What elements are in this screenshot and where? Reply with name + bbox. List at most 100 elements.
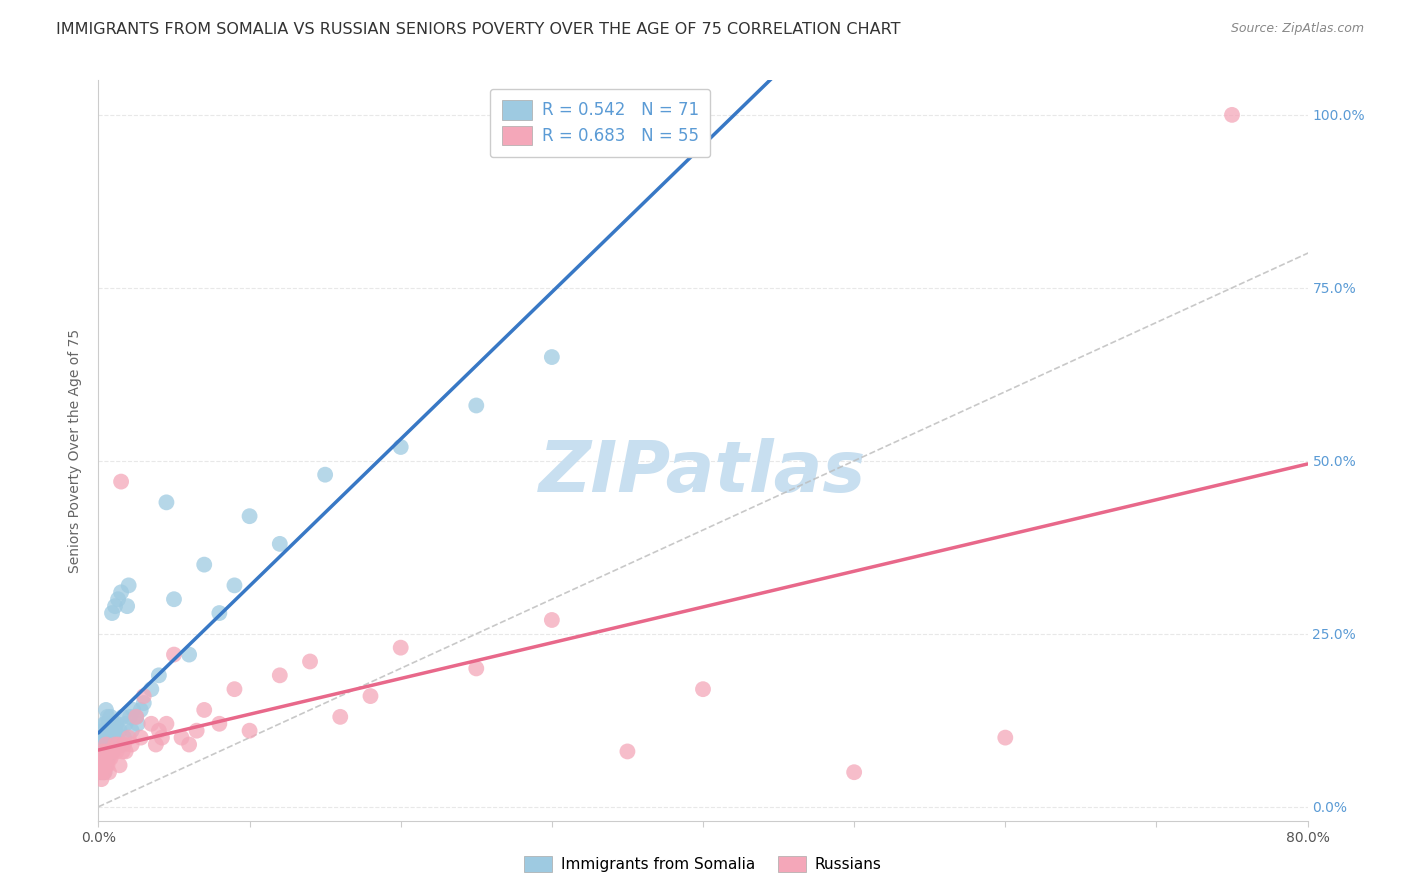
Point xyxy=(91,723,114,738)
Point xyxy=(108,758,131,772)
Point xyxy=(148,668,170,682)
Point xyxy=(208,716,231,731)
Point xyxy=(96,744,118,758)
Point xyxy=(91,765,114,780)
Point xyxy=(269,668,291,682)
Point xyxy=(115,599,138,614)
Point xyxy=(125,710,148,724)
Point xyxy=(314,467,336,482)
Point xyxy=(94,731,117,745)
Point xyxy=(107,592,129,607)
Point xyxy=(105,731,128,745)
Point xyxy=(114,744,136,758)
Point xyxy=(129,703,152,717)
Point xyxy=(540,613,562,627)
Point xyxy=(104,723,127,738)
Point xyxy=(96,758,118,772)
Point xyxy=(89,751,111,765)
Point xyxy=(239,509,262,524)
Point xyxy=(465,399,488,413)
Point xyxy=(114,716,136,731)
Point xyxy=(98,744,121,758)
Point xyxy=(125,710,148,724)
Point xyxy=(101,744,124,758)
Point xyxy=(93,751,115,765)
Point xyxy=(101,606,124,620)
Point xyxy=(93,758,115,772)
Point xyxy=(389,640,412,655)
Point xyxy=(90,758,112,772)
Point xyxy=(155,716,177,731)
Y-axis label: Seniors Poverty Over the Age of 75: Seniors Poverty Over the Age of 75 xyxy=(69,328,83,573)
Point xyxy=(150,731,173,745)
Point xyxy=(91,738,114,752)
Point xyxy=(122,703,145,717)
Point xyxy=(329,710,352,724)
Point xyxy=(163,592,186,607)
Point xyxy=(91,765,114,780)
Legend: R = 0.542   N = 71, R = 0.683   N = 55: R = 0.542 N = 71, R = 0.683 N = 55 xyxy=(491,88,710,157)
Point xyxy=(91,744,114,758)
Point xyxy=(110,585,132,599)
Text: Source: ZipAtlas.com: Source: ZipAtlas.com xyxy=(1230,22,1364,36)
Point xyxy=(98,751,121,765)
Point xyxy=(186,723,208,738)
Point xyxy=(208,606,231,620)
Point xyxy=(112,731,135,745)
Point xyxy=(91,744,114,758)
Point xyxy=(118,578,141,592)
Point xyxy=(132,689,155,703)
Point xyxy=(844,765,866,780)
Point xyxy=(193,558,215,572)
Point xyxy=(141,716,163,731)
Point xyxy=(96,723,118,738)
Point xyxy=(89,758,111,772)
Point xyxy=(179,738,201,752)
Point xyxy=(111,744,134,758)
Legend: Immigrants from Somalia, Russians: Immigrants from Somalia, Russians xyxy=(516,848,890,880)
Point xyxy=(132,696,155,710)
Point xyxy=(93,765,115,780)
Point xyxy=(127,716,149,731)
Point xyxy=(93,744,115,758)
Point xyxy=(89,765,111,780)
Point xyxy=(100,738,122,752)
Point xyxy=(103,744,125,758)
Point xyxy=(193,703,215,717)
Point xyxy=(101,744,124,758)
Point xyxy=(540,350,562,364)
Point xyxy=(103,731,125,745)
Point xyxy=(104,599,127,614)
Point xyxy=(110,738,132,752)
Point xyxy=(269,537,291,551)
Point xyxy=(145,738,167,752)
Point xyxy=(94,716,117,731)
Point xyxy=(179,648,201,662)
Point xyxy=(93,731,115,745)
Point xyxy=(121,723,143,738)
Point xyxy=(120,710,142,724)
Point xyxy=(104,738,127,752)
Point xyxy=(299,655,322,669)
Point xyxy=(1220,108,1243,122)
Point xyxy=(107,738,129,752)
Point xyxy=(90,765,112,780)
Point xyxy=(389,440,412,454)
Point xyxy=(170,731,193,745)
Point xyxy=(90,772,112,786)
Point xyxy=(101,731,124,745)
Point xyxy=(129,731,152,745)
Point xyxy=(98,731,121,745)
Point xyxy=(692,682,714,697)
Point xyxy=(224,578,246,592)
Point xyxy=(155,495,177,509)
Point xyxy=(111,710,134,724)
Point xyxy=(94,758,117,772)
Point xyxy=(90,731,112,745)
Point xyxy=(121,738,143,752)
Point xyxy=(163,648,186,662)
Point xyxy=(94,758,117,772)
Point xyxy=(103,716,125,731)
Point xyxy=(239,723,262,738)
Text: ZIPatlas: ZIPatlas xyxy=(540,438,866,508)
